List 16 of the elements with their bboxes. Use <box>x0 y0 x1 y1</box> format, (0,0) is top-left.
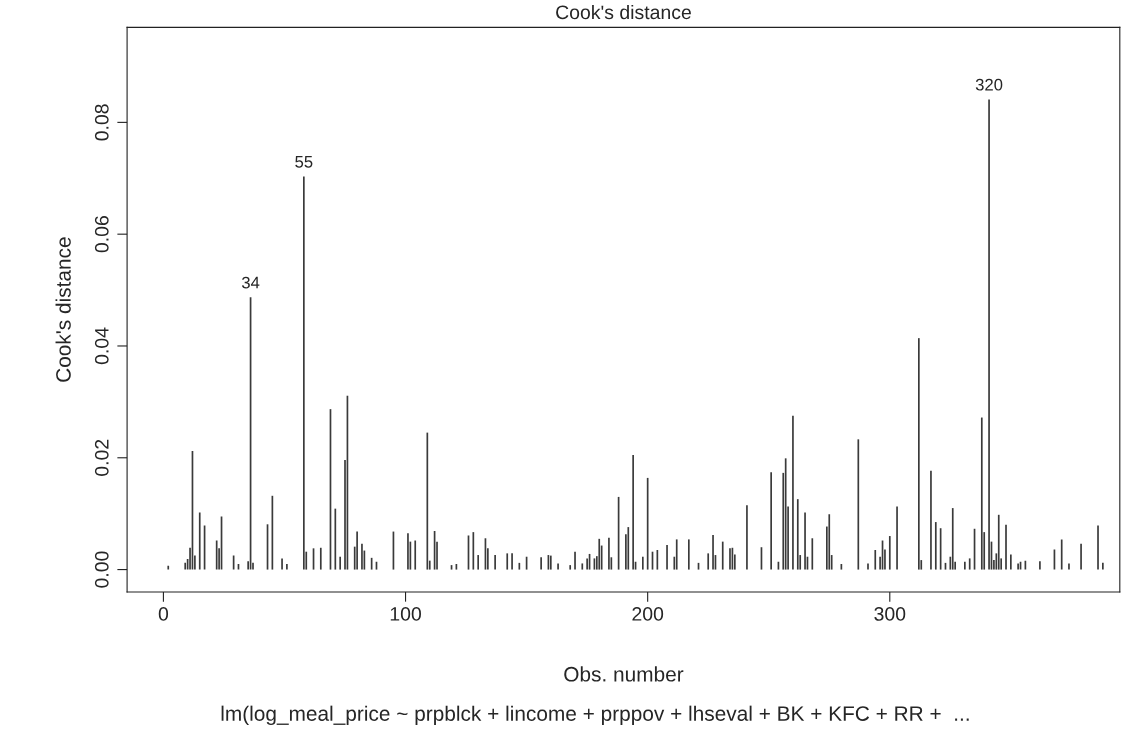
y-tick-label: 0.08 <box>94 104 109 141</box>
y-tick-label: 0.00 <box>94 551 109 588</box>
x-tick-label: 0 <box>158 607 169 621</box>
x-tick-label: 100 <box>390 607 421 621</box>
chart-title: Cook's distance <box>556 4 691 20</box>
x-tick-label: 200 <box>632 607 664 621</box>
text: lm(log_meal_price ~ prpblck + lincome + prppov + lhseval + BK + KFC + RR + ... <box>221 705 969 726</box>
y-axis-title: Cook's distance <box>55 237 71 382</box>
annotation: 34 <box>241 276 260 289</box>
y-tick-label: 0.06 <box>94 216 109 253</box>
annotation: 55 <box>295 156 313 168</box>
y-tick-label: 0.04 <box>94 327 109 365</box>
y-tick-label: 0.02 <box>94 439 109 476</box>
x-axis-title: Obs. number <box>564 666 684 682</box>
annotation: 320 <box>975 78 1003 91</box>
x-tick-label: 300 <box>874 607 906 621</box>
